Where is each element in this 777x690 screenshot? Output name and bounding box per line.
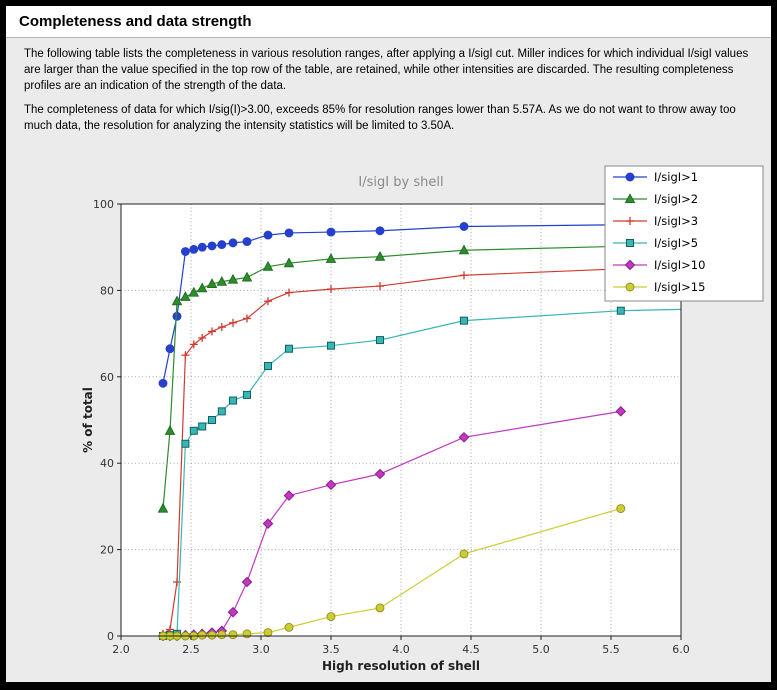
report-text: The following table lists the completene…: [6, 47, 771, 135]
y-tick-label: 80: [100, 284, 114, 297]
series-i-sigi-3: [159, 264, 682, 638]
legend-label: I/sigI>15: [654, 280, 705, 294]
y-tick-label: 60: [100, 371, 114, 384]
chart-title: I/sigI by shell: [358, 175, 443, 190]
x-tick-label: 4.5: [462, 643, 480, 656]
x-tick-label: 6.0: [672, 643, 690, 656]
plot-area: [121, 204, 681, 636]
x-tick-label: 3.0: [252, 643, 270, 656]
legend-label: I/sigI>3: [654, 214, 698, 228]
x-tick-label: 4.0: [392, 643, 410, 656]
chart-svg: I/sigI by shell 2.0 2.5 3.0 3.5 4.0 4.5 5.0 5.5 6…: [81, 165, 764, 673]
x-tick-label: 2.5: [182, 643, 200, 656]
legend-label: I/sigI>1: [654, 170, 698, 184]
x-tick-label: 5.5: [602, 643, 620, 656]
x-tick-label: 5.0: [532, 643, 550, 656]
legend-label: I/sigI>2: [654, 192, 698, 206]
legend-box: [604, 165, 764, 302]
conclusion-paragraph: The completeness of data for which I/sig…: [24, 104, 736, 132]
axis-ticks: 2.0 2.5 3.0 3.5 4.0 4.5 5.0 5.5 6.0 0 20 40 60 80 100: [93, 198, 690, 656]
page-title: Completeness and data strength: [6, 6, 771, 38]
x-tick-label: 2.0: [112, 643, 130, 656]
report-panel: Completeness and data strength The follo…: [6, 6, 771, 682]
y-tick-label: 40: [100, 457, 114, 470]
intro-paragraph: The following table lists the completene…: [24, 48, 749, 92]
y-tick-label: 20: [100, 544, 114, 557]
legend-label: I/sigI>5: [654, 236, 698, 250]
y-tick-label: 100: [93, 198, 114, 211]
x-axis-label: High resolution of shell: [322, 659, 480, 673]
y-axis-label: % of total: [81, 387, 95, 453]
completeness-chart: I/sigI by shell 2.0 2.5 3.0 3.5 4.0 4.5 5.0 5.5 6…: [6, 158, 771, 682]
chart-legend: I/sigI>1 I/sigI>2 I/sigI>3 I/sigI>5 I/sigI>1…: [604, 165, 764, 302]
legend-label: I/sigI>10: [654, 258, 705, 272]
x-tick-label: 3.5: [322, 643, 340, 656]
y-tick-label: 0: [107, 630, 114, 643]
series-i-sigi-1: [158, 220, 682, 388]
